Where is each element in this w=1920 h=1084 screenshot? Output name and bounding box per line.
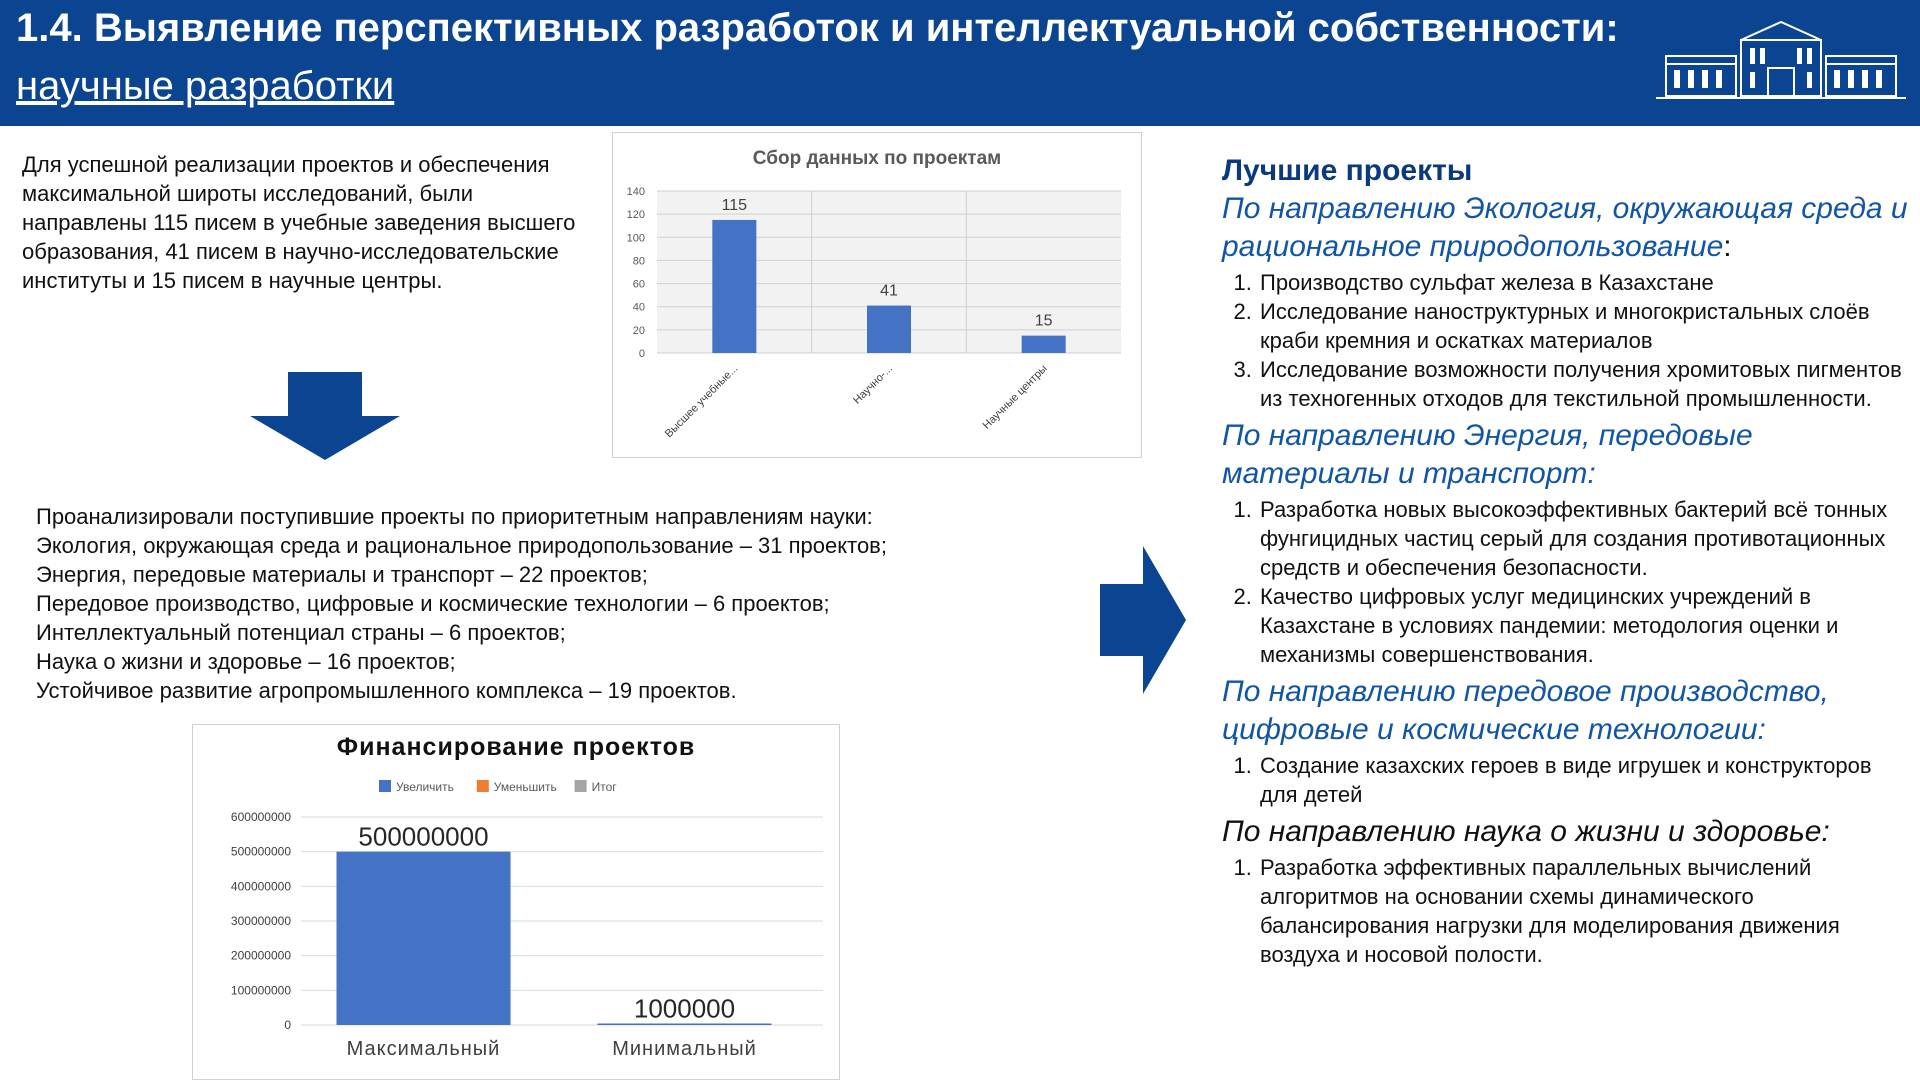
- data-label: 1000000: [634, 994, 735, 1024]
- y-tick-label: 600000000: [231, 810, 291, 824]
- bar: [867, 305, 911, 353]
- best-projects-heading: Лучшие проекты: [1222, 154, 1473, 187]
- analysis-line: Передовое производство, цифровые и косми…: [36, 591, 830, 616]
- y-tick-label: 80: [633, 255, 645, 267]
- section-title-production: По направлению передовое производство, ц…: [1222, 675, 1829, 746]
- x-tick-label: Высшее учебные...: [663, 363, 741, 441]
- down-arrow-icon: [250, 372, 400, 460]
- analysis-line: Наука о жизни и здоровье – 16 проектов;: [36, 649, 456, 674]
- analysis-line: Энергия, передовые материалы и транспорт…: [36, 562, 648, 587]
- list-item: Качество цифровых услуг медицинских учре…: [1258, 582, 1912, 669]
- analysis-line: Экология, окружающая среда и рационально…: [36, 533, 887, 558]
- best-projects: Лучшие проекты По направлению Экология, …: [1222, 152, 1912, 973]
- y-tick-label: 40: [633, 302, 645, 314]
- analysis-block: Проанализировали поступившие проекты по …: [36, 502, 1036, 705]
- legend-swatch: [476, 780, 489, 792]
- chart-funding: Финансирование проектов Увеличить Уменьшит…: [192, 724, 840, 1080]
- list-item: Разработка новых высокоэффективных бакте…: [1258, 495, 1912, 582]
- data-label: 41: [880, 283, 898, 300]
- right-arrow-icon: [1100, 546, 1186, 694]
- chart-title: Финансирование проектов: [337, 733, 696, 761]
- analysis-line: Устойчивое развитие агропромышленного ко…: [36, 678, 737, 703]
- y-tick-label: 20: [633, 325, 645, 337]
- list-item: Исследование наноструктурных и многокрис…: [1258, 297, 1912, 355]
- data-label: 500000000: [358, 822, 488, 852]
- page-title: 1.4. Выявление перспективных разработок …: [16, 6, 1619, 50]
- analysis-line: Интеллектуальный потенциал страны – 6 пр…: [36, 620, 566, 645]
- y-tick-label: 500000000: [231, 845, 291, 859]
- section-title-health: По направлению наука о жизни и здоровье:: [1222, 815, 1830, 848]
- y-tick-label: 120: [627, 209, 645, 221]
- section-title-ecology: По направлению Экология, окружающая сред…: [1222, 192, 1908, 263]
- legend-swatch: [574, 780, 587, 792]
- y-tick-label: 60: [633, 279, 645, 291]
- page-subtitle: научные разработки: [16, 64, 395, 108]
- section-list-health: Разработка эффективных параллельных вычи…: [1222, 853, 1912, 969]
- legend-label: Итог: [592, 780, 618, 794]
- legend-label: Уменьшить: [494, 780, 557, 794]
- data-label: 115: [722, 197, 748, 214]
- section-list-ecology: Производство сульфат железа в Казахстане…: [1222, 268, 1912, 413]
- x-tick-label: Минимальный: [612, 1038, 757, 1060]
- y-tick-label: 400000000: [231, 879, 291, 893]
- y-tick-label: 100000000: [231, 983, 291, 997]
- legend-label: Увеличить: [396, 780, 454, 794]
- header-banner: 1.4. Выявление перспективных разработок …: [0, 0, 1920, 126]
- analysis-line: Проанализировали поступившие проекты по …: [36, 504, 873, 529]
- y-tick-label: 140: [627, 186, 645, 198]
- y-tick-label: 300000000: [231, 914, 291, 928]
- x-tick-label: Научно-...: [851, 363, 895, 407]
- y-tick-label: 100: [627, 232, 645, 244]
- section-list-production: Создание казахских героев в виде игрушек…: [1222, 751, 1912, 809]
- bar: [712, 219, 757, 353]
- y-tick-label: 200000000: [231, 949, 291, 963]
- data-label: 15: [1035, 313, 1053, 330]
- x-tick-label: Научные центры: [981, 363, 1050, 432]
- list-item: Исследование возможности получения хроми…: [1258, 355, 1912, 413]
- list-item: Создание казахских героев в виде игрушек…: [1258, 751, 1912, 809]
- section-title-energy: По направлению Энергия, передовые матери…: [1222, 419, 1753, 490]
- bar: [336, 851, 511, 1025]
- intro-paragraph: Для успешной реализации проектов и обесп…: [22, 152, 576, 293]
- y-tick-label: 0: [284, 1018, 291, 1032]
- bar: [597, 1023, 772, 1025]
- chart-title: Сбор данных по проектам: [753, 148, 1001, 169]
- section-list-energy: Разработка новых высокоэффективных бакте…: [1222, 495, 1912, 669]
- y-tick-label: 0: [639, 348, 645, 360]
- bar: [1021, 335, 1066, 353]
- list-item: Производство сульфат железа в Казахстане: [1258, 268, 1912, 297]
- chart-projects-data: Сбор данных по проектам 0 20 40 60 80 100 120 14…: [612, 132, 1142, 458]
- x-tick-label: Максимальный: [347, 1038, 501, 1060]
- building-logo-icon: [1656, 20, 1906, 99]
- legend-swatch: [379, 780, 391, 792]
- list-item: Разработка эффективных параллельных вычи…: [1258, 853, 1912, 969]
